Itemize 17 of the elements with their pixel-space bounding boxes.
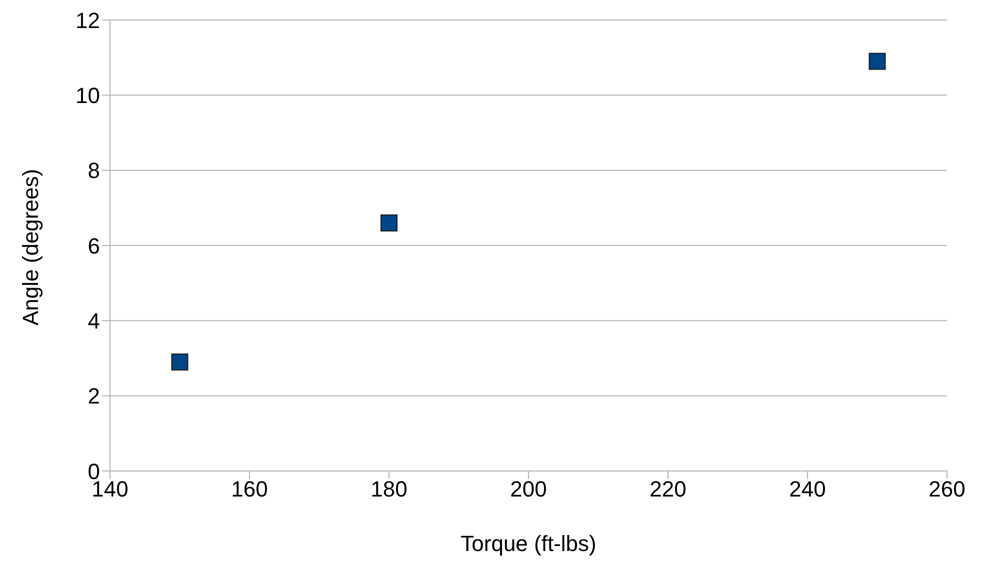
y-tick-label: 12 <box>76 8 100 33</box>
y-tick-label: 8 <box>88 158 100 184</box>
point <box>868 52 886 70</box>
x-axis-title: Torque (ft-lbs) <box>460 531 596 556</box>
x-tick-label: 240 <box>789 476 826 502</box>
y-tick-label: 10 <box>76 82 100 108</box>
x-tick-label: 260 <box>928 476 966 502</box>
y-tick-label: 6 <box>88 233 100 258</box>
x-tick-label: 200 <box>510 476 547 502</box>
point <box>171 354 188 371</box>
y-tick-label: 4 <box>88 308 100 334</box>
x-tick-label: 180 <box>370 476 408 502</box>
x-tick-label: 220 <box>650 476 686 502</box>
x-tick-label: 160 <box>231 476 268 502</box>
y-tick-label: 2 <box>88 384 100 409</box>
y-axis-title: Angle (degrees) <box>18 168 43 326</box>
point <box>380 214 398 232</box>
